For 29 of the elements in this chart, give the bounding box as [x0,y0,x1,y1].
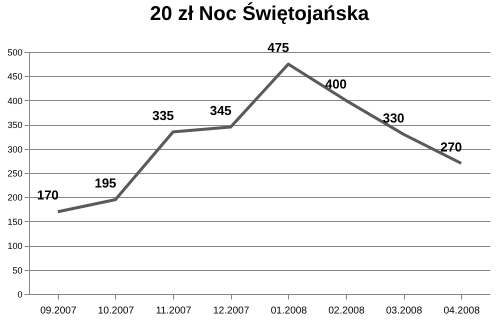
data-label: 330 [382,110,404,126]
x-tick-label: 02.2008 [328,306,365,316]
line-series [56,62,463,214]
y-tick-label: 0 [17,290,22,300]
data-label: 400 [325,76,347,92]
x-tick-label: 03.2008 [386,306,423,316]
y-tick-label: 50 [12,265,22,276]
y-tick-label: 450 [7,72,22,82]
y-tick-label: 200 [7,192,22,203]
y-tick-label: 100 [7,241,22,252]
x-tick-label: 04.2008 [444,306,480,316]
x-tick-label: 11.2007 [156,306,192,316]
y-tick-label: 350 [7,120,22,130]
y-tick-label: 300 [7,144,22,154]
x-tick-label: 10.2007 [98,306,134,316]
x-tick-label: 09.2007 [40,306,77,316]
chart-title: 20 zł Noc Świętojańska [150,2,370,26]
data-label: 195 [94,176,116,191]
data-label: 335 [152,108,174,123]
y-tick-label: 400 [7,96,22,106]
x-tick-label: 12.2007 [213,306,250,316]
data-label: 475 [267,40,290,56]
y-tick-label: 250 [7,168,22,178]
x-tick-label: 01.2008 [270,306,308,316]
y-tick-label: 500 [7,48,22,58]
data-label: 270 [440,139,462,154]
data-label: 170 [36,188,59,203]
y-tick-label: 150 [7,216,22,227]
data-label: 345 [210,103,232,118]
